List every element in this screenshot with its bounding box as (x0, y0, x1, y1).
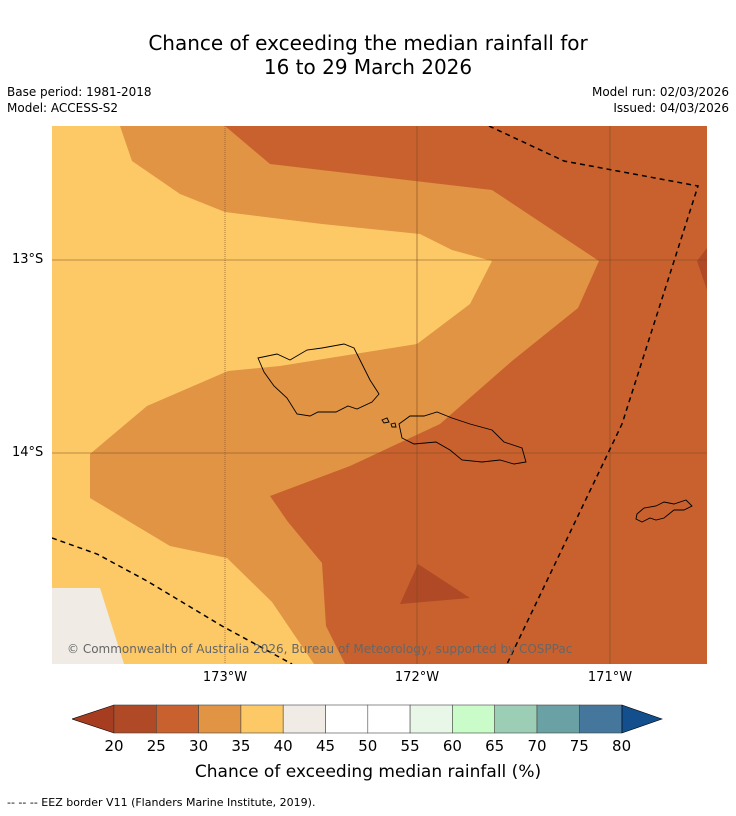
graticule (52, 126, 707, 664)
colorbar-tick-label: 25 (146, 737, 166, 755)
eez-border-northeast (488, 126, 699, 664)
colorbar-extend-high (621, 704, 663, 734)
colorbar-tick-label: 20 (104, 737, 124, 755)
colorbar-tick-label: 75 (569, 737, 589, 755)
tutuila-island (635, 499, 693, 523)
model-name: Model: ACCESS-S2 (7, 101, 119, 115)
lon-label-173w: 173°W (202, 670, 248, 685)
colorbar-box (198, 704, 242, 734)
upolu-island (398, 411, 527, 465)
eez-border (52, 126, 699, 664)
title-line-1: Chance of exceeding the median rainfall … (148, 31, 588, 55)
colorbar-label: Chance of exceeding median rainfall (%) (194, 762, 542, 782)
zone-20-25 (400, 564, 470, 604)
copyright-credit: © Commonwealth of Australia 2026, Bureau… (67, 642, 573, 656)
colorbar-tick-label: 30 (189, 737, 209, 755)
lon-label-171w: 171°W (587, 670, 633, 685)
colorbar-box (367, 704, 411, 734)
zone-40-45 (52, 588, 124, 664)
colorbar-box (113, 704, 157, 734)
colorbar-tick-label: 80 (612, 737, 632, 755)
lon-label-172w: 172°W (394, 670, 440, 685)
colorbar-box (325, 704, 369, 734)
lat-label-13s: 13°S (12, 252, 44, 267)
colorbar-box (494, 704, 538, 734)
zone-35-40 (52, 126, 492, 664)
colorbar-tick-label: 65 (485, 737, 505, 755)
colorbar-box (578, 704, 622, 734)
manono-island (381, 417, 390, 424)
colorbar-tick-label: 40 (273, 737, 293, 755)
colorbar-box (409, 704, 453, 734)
title-line-2: 16 to 29 March 2026 (263, 55, 473, 79)
savaii-island (257, 343, 380, 417)
colorbar-tick-label: 45 (315, 737, 336, 755)
map-title: Chance of exceeding the median rainfall … (0, 31, 736, 79)
colorbar-box (156, 704, 199, 734)
lat-label-14s: 14°S (12, 445, 44, 460)
rainfall-map[interactable] (52, 126, 707, 664)
colorbar-box (536, 704, 580, 734)
colorbar-tick-label: 50 (358, 737, 378, 755)
colorbar-boxes (113, 704, 622, 734)
colorbar (72, 704, 663, 734)
colorbar-box (240, 704, 284, 734)
colorbar-tick-label: 70 (527, 737, 547, 755)
colorbar-tick-label: 60 (442, 737, 462, 755)
issued-date: Issued: 04/03/2026 (613, 101, 729, 115)
colorbar-box (282, 704, 326, 734)
colorbar-tick-label: 55 (400, 737, 420, 755)
colorbar-tick-label: 35 (231, 737, 251, 755)
zone-20-25-east (697, 248, 707, 290)
meta-right: Model run: 02/03/2026 Issued: 04/03/2026 (592, 84, 729, 116)
base-period: Base period: 1981-2018 (7, 85, 152, 99)
eez-footnote: -- -- -- EEZ border V11 (Flanders Marine… (7, 796, 316, 809)
colorbar-extend-low (72, 704, 115, 734)
eez-border-southwest (52, 537, 293, 664)
colorbar-box (452, 704, 495, 734)
coastlines (257, 343, 693, 523)
model-run: Model run: 02/03/2026 (591, 85, 729, 99)
meta-left: Base period: 1981-2018 Model: ACCESS-S2 (7, 84, 152, 116)
apolima-island (390, 422, 397, 428)
